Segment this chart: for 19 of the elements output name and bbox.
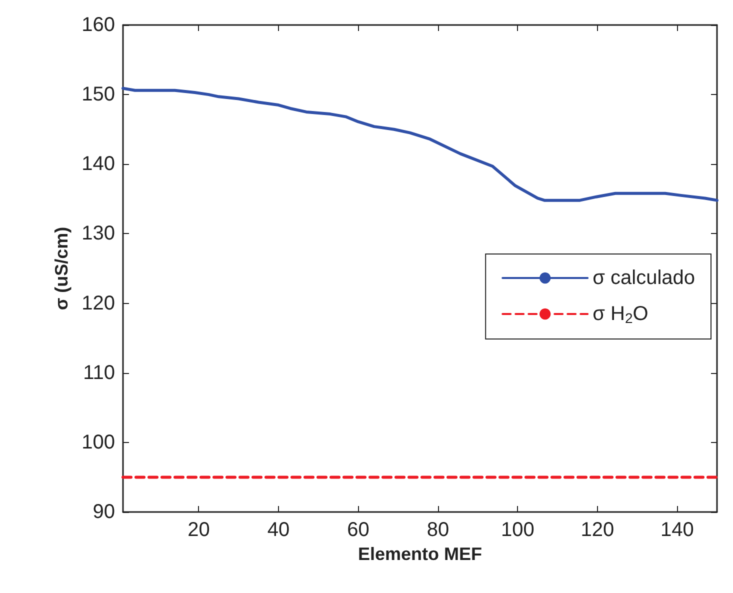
y-axis-title: σ (uS/cm): [52, 226, 72, 310]
y-tick-label: 140: [82, 153, 115, 176]
y-tick-label: 160: [82, 14, 115, 36]
x-tick-label: 20: [188, 519, 210, 541]
y-tick-label: 110: [83, 362, 115, 384]
x-tick-label: 60: [347, 519, 370, 541]
y-tick-label: 120: [82, 292, 115, 314]
y-tick-label: 150: [82, 84, 115, 106]
y-tick-label: 100: [82, 431, 115, 454]
x-tick-label: 40: [267, 519, 290, 541]
x-tick-label: 120: [580, 519, 614, 541]
line-series: [122, 86, 718, 202]
x-tick-label: 100: [500, 519, 534, 541]
x-axis-title: Elemento MEF: [358, 544, 482, 564]
x-tick-label: 140: [660, 519, 694, 541]
y-tick-label: 90: [92, 501, 115, 523]
legend-label: σ calculado: [592, 267, 696, 289]
y-tick-label: 130: [82, 222, 115, 245]
x-tick-label: 80: [426, 519, 450, 541]
